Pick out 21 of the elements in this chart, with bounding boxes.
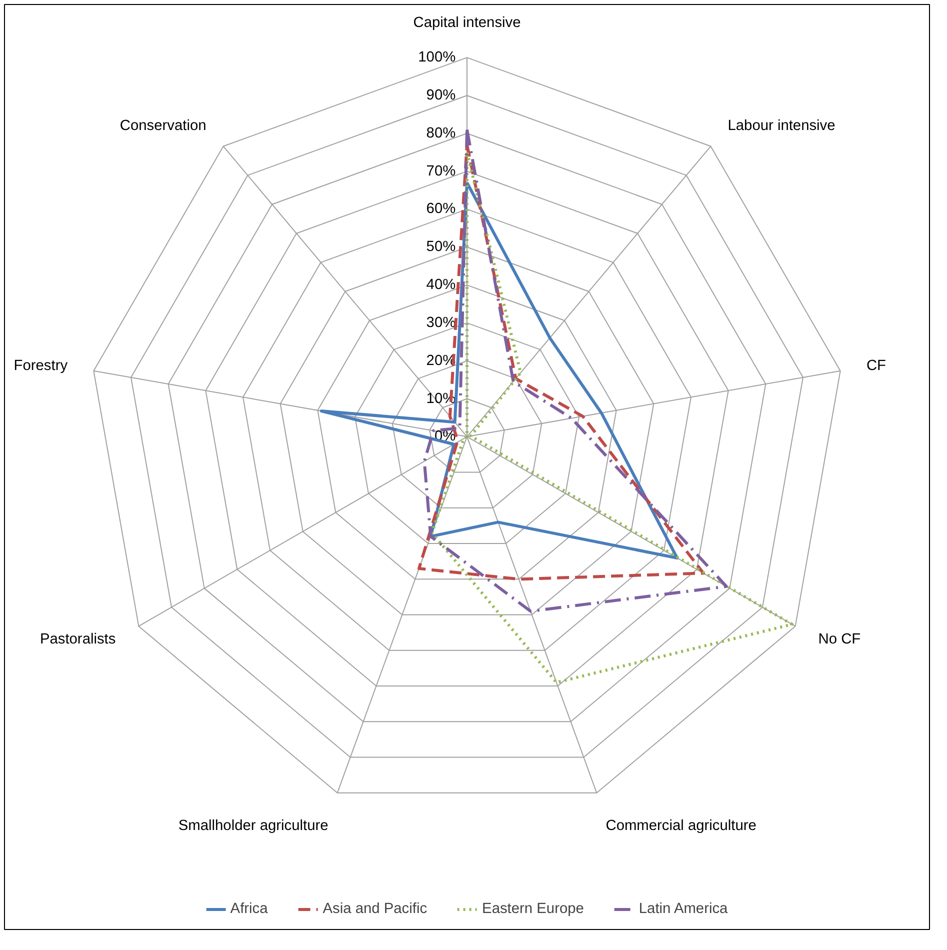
y-tick-label: 80% <box>426 125 456 142</box>
spoke-label: Labour intensive <box>728 118 836 134</box>
legend-label: Asia and Pacific <box>322 901 428 917</box>
spoke-label: Capital intensive <box>413 15 521 32</box>
legend-label: Latin America <box>638 901 728 917</box>
legend-label: Africa <box>230 901 268 917</box>
y-tick-label: 100% <box>418 50 456 66</box>
spoke-label: Smallholder agriculture <box>178 818 328 834</box>
y-tick-label: 30% <box>426 314 456 331</box>
spoke-label: Commercial agriculture <box>606 818 756 834</box>
spoke-label: Conservation <box>120 118 206 134</box>
spoke-label: CF <box>866 358 886 374</box>
y-tick-label: 50% <box>426 239 456 256</box>
y-tick-label: 40% <box>426 277 456 294</box>
y-tick-label: 90% <box>426 87 456 104</box>
spoke-label: Forestry <box>14 358 68 374</box>
spoke-label: Pastoralists <box>40 631 116 648</box>
spoke-label: No CF <box>818 631 861 648</box>
legend-label: Eastern Europe <box>482 901 584 917</box>
y-tick-label: 60% <box>426 201 456 218</box>
y-tick-label: 70% <box>426 163 456 180</box>
